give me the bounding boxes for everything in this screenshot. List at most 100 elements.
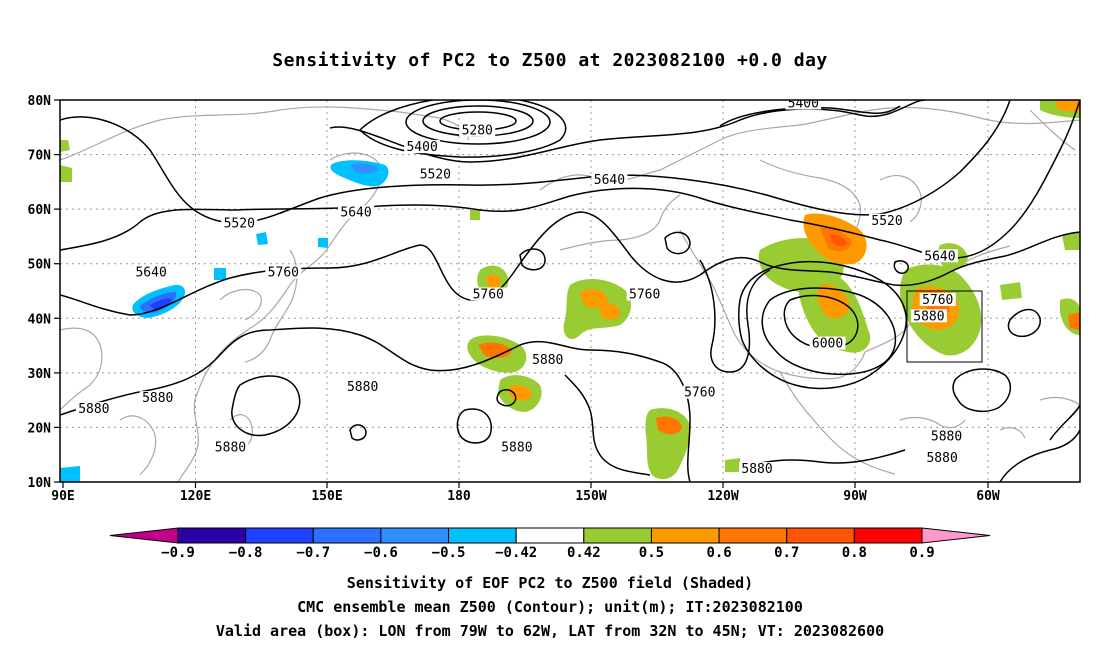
footer-line-1: Sensitivity of EOF PC2 to Z500 field (Sh… (346, 574, 754, 592)
lat-label: 10N (28, 476, 52, 491)
contour-label: 5640 (594, 173, 625, 188)
colorbar-tick-label: 0.6 (706, 545, 731, 561)
valid-area-box (906, 290, 983, 363)
contour-label-bg (344, 380, 381, 394)
map-title: Sensitivity of PC2 to Z500 at 2023082100… (272, 50, 828, 71)
z500-contours (60, 100, 1080, 482)
lat-label: 30N (28, 367, 52, 382)
colorbar-tick-label: 0.7 (774, 545, 799, 561)
contour-label-bg (139, 391, 176, 405)
contour-label-bg (921, 249, 958, 263)
colorbar-box (177, 527, 247, 544)
lat-label: 20N (28, 421, 52, 436)
contour-label-bg (498, 440, 535, 454)
contour-label: 5880 (347, 380, 378, 395)
colorbar: −0.9 −0.8 −0.7 −0.6 −0.5 −0.42 0.42 0.5 0.6 0.7 0.… (109, 527, 991, 561)
contour-label: 5880 (913, 309, 944, 324)
contour-label-bg (133, 265, 170, 279)
lat-label: 70N (28, 149, 52, 164)
colorbar-tick-label: −0.8 (229, 545, 263, 561)
colorbar-under-triangle (109, 527, 179, 544)
footer-line-3: Valid area (box): LON from 79W to 62W, L… (215, 622, 885, 640)
contour-label: 5520 (871, 214, 902, 229)
contour-label: 5640 (340, 206, 371, 221)
contour-label-bg (212, 440, 249, 454)
contour-label-bg (919, 292, 956, 306)
contour-label: 5520 (224, 217, 255, 232)
colorbar-box (853, 527, 923, 544)
contour-label: 5760 (629, 287, 660, 302)
contour-label-bg (739, 462, 776, 476)
contour-label: 5880 (931, 429, 962, 444)
colorbar-tick-label: −0.9 (161, 545, 195, 561)
contour-label-bg (470, 287, 507, 301)
lat-label: 80N (28, 94, 52, 109)
lon-label: 150W (575, 489, 606, 504)
lat-label: 50N (28, 258, 52, 273)
colorbar-box (786, 527, 855, 544)
lat-label: 60N (28, 203, 52, 218)
contour-label: 5760 (268, 266, 299, 281)
contour-label: 5640 (135, 266, 166, 281)
contour-label: 5760 (684, 386, 715, 401)
contour-label: 6000 (812, 337, 843, 352)
lon-label: 90E (51, 489, 74, 504)
colorbar-over-triangle (921, 527, 991, 544)
contour-label: 5880 (926, 451, 957, 466)
colorbar-box (583, 527, 652, 544)
colorbar-box (718, 527, 788, 544)
lon-label: 120E (180, 489, 211, 504)
contour-label: 5880 (215, 440, 246, 455)
contour-label: 5880 (142, 391, 173, 406)
contour-label-bg (910, 309, 947, 323)
contour-labels: 5280 5400 5400 5520 5520 5520 5640 5640 5640 5640… (75, 96, 965, 477)
contour-label: 5880 (741, 462, 772, 477)
lon-labels: 90E 120E 150E 180 150W 120W 90W 60W (51, 489, 1000, 504)
contour-label-bg (681, 385, 718, 399)
colorbar-tick-label: 0.42 (567, 545, 601, 561)
contour-label: 5760 (922, 293, 953, 308)
colorbar-box (312, 527, 382, 544)
contour-label-bg (404, 140, 441, 154)
lon-label: 90W (843, 489, 867, 504)
contour-label-bg (785, 100, 822, 110)
contour-label-bg (809, 336, 846, 350)
contour-label-bg (869, 213, 906, 227)
contour-label-bg (626, 287, 663, 301)
contour-label-bg (591, 172, 628, 186)
lat-label: 40N (28, 312, 52, 327)
contour-label-bg (928, 429, 965, 443)
contour-label: 5520 (420, 167, 451, 182)
contour-label-bg (417, 167, 454, 181)
colorbar-tick-label: −0.6 (364, 545, 398, 561)
contour-label: 5880 (532, 353, 563, 368)
contour-label-bg (75, 402, 112, 416)
contour-label-bg (221, 216, 258, 230)
contour-label-bg (529, 352, 566, 366)
axis-ticks (54, 99, 989, 488)
colorbar-box (515, 527, 585, 544)
contour-label-bg (924, 451, 961, 465)
contour-label: 5880 (78, 402, 109, 417)
contour-label-bg (338, 205, 375, 219)
contour-label: 5400 (406, 140, 437, 155)
colorbar-box (245, 527, 314, 544)
colorbar-box (448, 527, 517, 544)
plot-frame (59, 99, 1081, 483)
colorbar-tick-label: −0.5 (432, 545, 466, 561)
lon-label: 150E (311, 489, 342, 504)
colorbar-tick-label: −0.7 (296, 545, 330, 561)
footer-line-2: CMC ensemble mean Z500 (Contour); unit(m… (297, 598, 803, 616)
contour-label: 5880 (501, 440, 532, 455)
colorbar-box (380, 527, 450, 544)
colorbar-tick-label: 0.8 (842, 545, 867, 561)
colorbar-box (650, 527, 720, 544)
contour-label: 5280 (462, 124, 493, 139)
contour-label-bg (265, 265, 302, 279)
contour-label: 5400 (788, 96, 819, 111)
lon-label: 120W (707, 489, 738, 504)
sensitivity-shading (60, 100, 1080, 482)
contour-label: 5760 (473, 287, 504, 302)
contour-label: 5640 (924, 249, 955, 264)
lon-label: 60W (976, 489, 1000, 504)
